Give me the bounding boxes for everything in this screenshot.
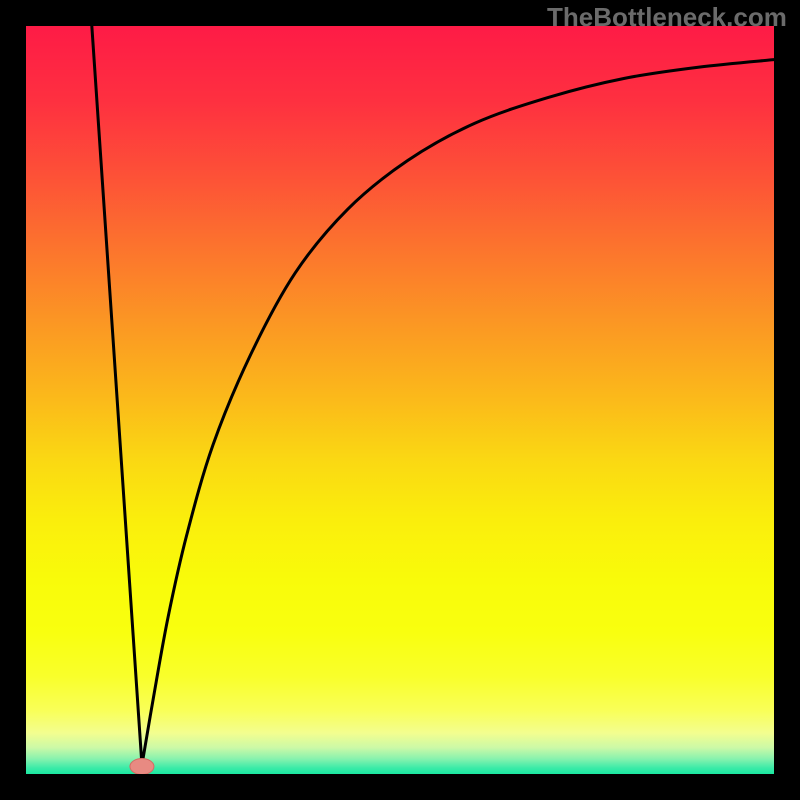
chart-overlay-svg (26, 26, 774, 774)
optimum-marker (130, 759, 154, 774)
bottleneck-curve (92, 26, 774, 765)
plot-area (26, 26, 774, 774)
watermark-text: TheBottleneck.com (547, 2, 787, 33)
chart-container: TheBottleneck.com (0, 0, 800, 800)
